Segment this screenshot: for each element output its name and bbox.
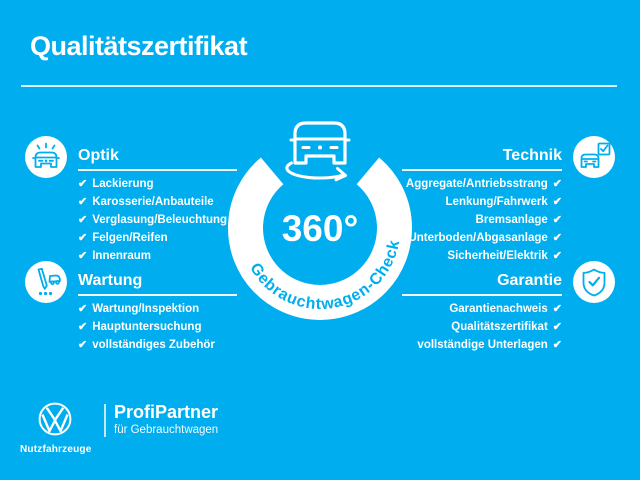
section-rule-technik (402, 169, 562, 171)
check-icon: ✔ (552, 178, 562, 190)
partner-title: ProfiPartner (114, 402, 219, 422)
checklist-wartung: ✔ Wartung/Inspektion ✔ Hauptuntersuchung ✔… (78, 302, 288, 356)
checklist-garantie: ✔ Garantienachweis ✔ Qualitätszertifikat ✔… (352, 302, 562, 356)
list-item-label: Hauptuntersuchung (92, 321, 202, 333)
check-icon: ✔ (78, 178, 88, 190)
list-item-label: Wartung/Inspektion (92, 303, 200, 315)
check-icon: ✔ (78, 321, 88, 333)
rotating-van-icon (285, 121, 351, 182)
check-icon: ✔ (78, 250, 88, 262)
shield-check-icon (573, 261, 615, 303)
section-rule-optik (78, 169, 237, 171)
list-item: ✔ Innenraum (78, 249, 288, 267)
list-item: ✔ Qualitätszertifikat (352, 320, 562, 338)
list-item-label: Karosserie/Anbauteile (92, 196, 214, 208)
list-item-label: Verglasung/Beleuchtung (92, 214, 228, 226)
list-item: ✔ Felgen/Reifen (78, 231, 288, 249)
checklist-optik: ✔ Lackierung ✔ Karosserie/Anbauteile ✔ Verg… (78, 177, 288, 267)
check-icon: ✔ (78, 196, 88, 208)
footer-divider (104, 404, 106, 437)
list-item-label: Lackierung (92, 178, 154, 190)
list-item: ✔ Wartung/Inspektion (78, 302, 288, 320)
list-item: ✔ Karosserie/Anbauteile (78, 195, 288, 213)
section-title-technik: Technik (502, 147, 562, 164)
list-item: ✔ Unterboden/Abgasanlage (352, 231, 562, 249)
check-icon: ✔ (552, 196, 562, 208)
car-checklist-icon (573, 136, 615, 178)
vw-logo (38, 402, 72, 436)
check-icon: ✔ (552, 250, 562, 262)
list-item: ✔ vollständige Unterlagen (352, 338, 562, 356)
list-item-label: Garantienachweis (449, 303, 548, 315)
list-item: ✔ Verglasung/Beleuchtung (78, 213, 288, 231)
check-icon: ✔ (552, 321, 562, 333)
service-pen-van-icon (25, 261, 67, 303)
list-item-label: vollständige Unterlagen (417, 339, 548, 351)
list-item-label: Felgen/Reifen (92, 232, 168, 244)
list-item-label: Innenraum (92, 250, 152, 262)
list-item-label: Unterboden/Abgasanlage (408, 232, 548, 244)
brand-sub-label: Nutzfahrzeuge (20, 444, 92, 455)
check-icon: ✔ (78, 214, 88, 226)
list-item: ✔ Hauptuntersuchung (78, 320, 288, 338)
list-item-label: vollständiges Zubehör (92, 339, 215, 351)
check-icon: ✔ (552, 232, 562, 244)
check-icon: ✔ (78, 339, 88, 351)
section-title-wartung: Wartung (78, 272, 143, 289)
title-divider (21, 85, 617, 87)
section-title-optik: Optik (78, 147, 119, 164)
list-item: ✔ Lackierung (78, 177, 288, 195)
section-title-garantie: Garantie (497, 272, 562, 289)
section-rule-wartung (78, 294, 237, 296)
list-item: ✔ Aggregate/Antriebsstrang (352, 177, 562, 195)
check-icon: ✔ (552, 339, 562, 351)
list-item: ✔ Bremsanlage (352, 213, 562, 231)
list-item-label: Aggregate/Antriebsstrang (405, 178, 548, 190)
list-item: ✔ Garantienachweis (352, 302, 562, 320)
list-item: ✔ Sicherheit/Elektrik (352, 249, 562, 267)
section-rule-garantie (402, 294, 562, 296)
list-item-label: Qualitätszertifikat (451, 321, 548, 333)
check-icon: ✔ (552, 303, 562, 315)
list-item-label: Lenkung/Fahrwerk (445, 196, 548, 208)
list-item-label: Sicherheit/Elektrik (447, 250, 548, 262)
page-title: Qualitätszertifikat (30, 31, 248, 61)
list-item: ✔ vollständiges Zubehör (78, 338, 288, 356)
list-item-label: Bremsanlage (475, 214, 548, 226)
partner-subtitle: für Gebrauchtwagen (114, 424, 219, 436)
checklist-technik: ✔ Aggregate/Antriebsstrang ✔ Lenkung/Fahrw… (352, 177, 562, 267)
check-icon: ✔ (552, 214, 562, 226)
check-icon: ✔ (78, 232, 88, 244)
check-icon: ✔ (78, 303, 88, 315)
shiny-car-icon (25, 136, 67, 178)
list-item: ✔ Lenkung/Fahrwerk (352, 195, 562, 213)
degrees-label: 360° (282, 208, 359, 249)
